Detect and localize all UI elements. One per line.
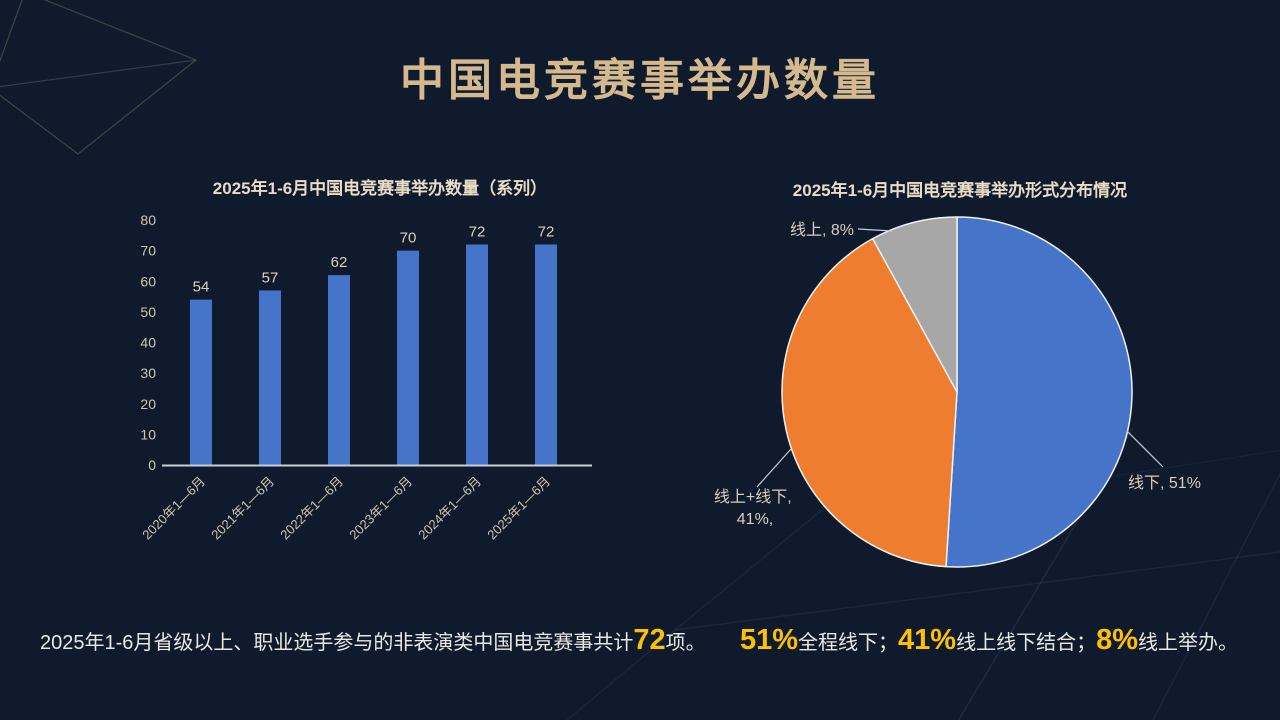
- pie-label-mixed: 线上+线下, 41%,: [714, 488, 796, 528]
- y-tick-label: 20: [140, 396, 156, 412]
- pie-label-online: 线上, 8%: [790, 221, 854, 239]
- y-tick-label: 50: [140, 304, 156, 320]
- x-tick-label: 2025年1—6月: [484, 474, 553, 543]
- pie-slice-线上: [871, 216, 958, 393]
- footer-left-highlight: 72: [633, 624, 666, 656]
- footer-left-suffix: 项。: [665, 632, 706, 654]
- bar-value-label: 57: [262, 269, 279, 286]
- pie-chart-title: 2025年1-6月中国电竞赛事举办形式分布情况: [792, 181, 1128, 200]
- bar-value-label: 72: [469, 224, 486, 241]
- x-tick-label: 2022年1—6月: [277, 474, 346, 543]
- footer-right-pct-mixed: 41%: [898, 624, 957, 656]
- pie-leader-mixed: [756, 448, 792, 488]
- pie-leader-offline: [1126, 430, 1164, 468]
- bar: [259, 290, 281, 465]
- pie-label-mixed-line1: 线上+线下,: [714, 488, 792, 506]
- x-tick-label: 2024年1—6月: [415, 474, 484, 543]
- footer-right-text-online: 线上举办。: [1138, 632, 1239, 654]
- bar-chart-value-labels: 54 57 62 70 72 72: [193, 224, 555, 296]
- footer-left-note: 2025年1-6月省级以上、职业选手参与的非表演类中国电竞赛事共计72项。: [40, 620, 706, 663]
- bar-value-label: 62: [331, 254, 348, 271]
- pie-labels: 线上, 8% 线下, 51% 线上+线下, 41%,: [714, 221, 1201, 528]
- bar: [466, 244, 488, 465]
- y-tick-label: 70: [140, 243, 156, 259]
- footer-right-pct-offline: 51%: [740, 624, 799, 656]
- bar-chart-bars: [190, 244, 557, 465]
- bar-chart-svg: 0 10 20 30 40 50 60 70 80 54 57 62 70 72 72 2020年1—6月…: [139, 212, 592, 543]
- footer-right-text-mixed: 线上线下结合；: [956, 632, 1097, 654]
- bar-chart-xticks: 2020年1—6月 2021年1—6月 2022年1—6月 2023年1—6月 2024…: [139, 474, 553, 543]
- y-tick-label: 0: [148, 457, 156, 473]
- x-tick-label: 2023年1—6月: [346, 474, 415, 543]
- footer-right-pct-online: 8%: [1096, 624, 1139, 656]
- y-tick-label: 30: [140, 365, 156, 381]
- bar-value-label: 72: [538, 224, 555, 241]
- bar-chart: 0 10 20 30 40 50 60 70 80 54 57 62 70 72 72 2020年1—6月…: [130, 208, 600, 580]
- bar-chart-yticks: 0 10 20 30 40 50 60 70 80: [140, 212, 156, 473]
- pie-chart-svg: 线上, 8% 线下, 51% 线上+线下, 41%,: [714, 216, 1201, 568]
- footer-right-note: 51%全程线下；41%线上线下结合；8%线上举办。: [740, 620, 1238, 663]
- y-tick-label: 40: [140, 335, 156, 351]
- bar-value-label: 70: [400, 230, 417, 247]
- bar-value-label: 54: [193, 279, 210, 296]
- bar: [328, 275, 350, 465]
- pie-slice-线下: [945, 216, 1133, 568]
- bar-chart-title: 2025年1-6月中国电竞赛事举办数量（系列）: [212, 179, 548, 198]
- pie-chart: 线上, 8% 线下, 51% 线上+线下, 41%,: [690, 205, 1230, 595]
- x-tick-label: 2021年1—6月: [208, 474, 277, 543]
- y-tick-label: 80: [140, 212, 156, 228]
- bar: [397, 250, 419, 465]
- pie-label-mixed-line2: 41%,: [737, 511, 773, 528]
- pie-label-offline: 线下, 51%: [1128, 474, 1201, 492]
- pie-slices: [781, 216, 1133, 568]
- y-tick-label: 10: [140, 426, 156, 442]
- x-tick-label: 2020年1—6月: [139, 474, 208, 543]
- pie-leader-lines: [756, 228, 1164, 488]
- bar: [535, 244, 557, 465]
- footer-left-prefix: 2025年1-6月省级以上、职业选手参与的非表演类中国电竞赛事共计: [40, 632, 634, 654]
- page-title: 中国电竞赛事举办数量: [400, 56, 880, 105]
- footer-right-text-offline: 全程线下；: [798, 632, 899, 654]
- pie-leader-online: [857, 228, 893, 232]
- bar: [190, 299, 212, 465]
- y-tick-label: 60: [140, 273, 156, 289]
- pie-slice-线上+线下: [781, 237, 958, 568]
